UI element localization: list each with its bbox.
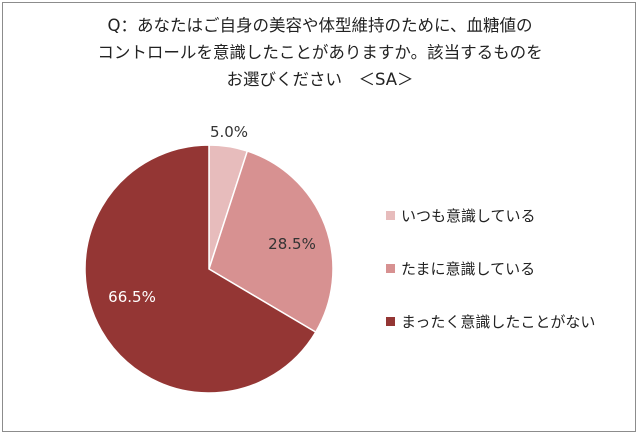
title-line-3: お選びください ＜SA＞	[226, 70, 414, 89]
legend-item-never: まったく意識したことがない	[386, 308, 595, 334]
data-label-sometimes: 28.5%	[268, 235, 316, 253]
legend-swatch-always	[386, 210, 395, 220]
pie-slices	[84, 144, 334, 394]
title-line-1: Q：あなたはご自身の美容や体型維持のために、血糖値の	[107, 16, 533, 35]
data-label-always: 5.0%	[210, 123, 248, 141]
data-label-never: 66.5%	[108, 288, 156, 306]
legend-swatch-never	[386, 316, 395, 326]
legend-swatch-sometimes	[386, 263, 395, 273]
legend: いつも意識している たまに意識している まったく意識したことがない	[386, 202, 595, 361]
pie-slice-never	[84, 144, 317, 394]
legend-item-always: いつも意識している	[386, 202, 595, 228]
chart-title: Q：あなたはご自身の美容や体型維持のために、血糖値の コントロールを意識したこと…	[60, 12, 580, 93]
title-line-2: コントロールを意識したことがありますか。該当するものを	[97, 43, 543, 62]
legend-label-never: まったく意識したことがない	[401, 312, 596, 331]
legend-item-sometimes: たまに意識している	[386, 255, 595, 281]
pie-data-labels: 5.0% 28.5% 66.5%	[108, 123, 316, 306]
legend-label-always: いつも意識している	[401, 206, 536, 225]
legend-label-sometimes: たまに意識している	[401, 259, 536, 278]
